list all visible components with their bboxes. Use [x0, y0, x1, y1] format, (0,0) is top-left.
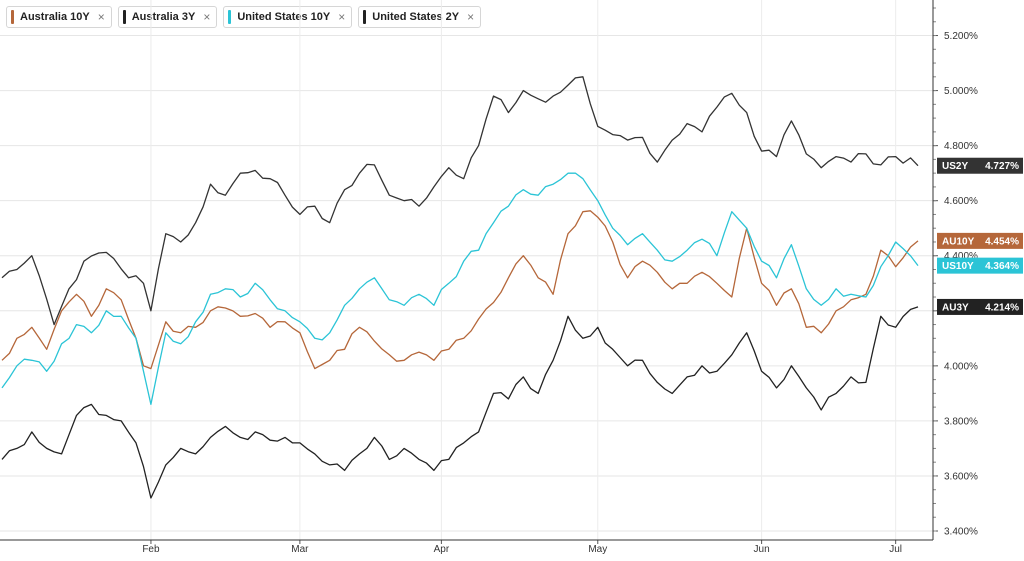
y-tick-label: 5.000% — [944, 86, 978, 97]
legend-swatch — [11, 10, 14, 24]
series-line-united-states-10y — [1, 172, 919, 406]
y-tick-label: 4.800% — [944, 141, 978, 152]
badge-series-label: AU10Y — [942, 236, 975, 247]
series-line-australia-10y — [1, 210, 919, 370]
last-value-badge-us10y — [937, 257, 1023, 274]
last-value-badge-us2y — [937, 157, 1023, 174]
badge-series-label: AU3Y — [942, 302, 969, 313]
y-tick-label: 4.600% — [944, 196, 978, 207]
series-line-united-states-2y — [1, 76, 919, 326]
legend-chip-united-states-2y[interactable]: United States 2Y × — [358, 6, 482, 28]
legend-label: Australia 3Y — [131, 11, 196, 23]
y-tick-label: 3.400% — [944, 527, 978, 538]
badge-value-label: 4.454% — [985, 236, 1019, 247]
legend-swatch — [363, 10, 367, 24]
x-tick-label: May — [588, 544, 607, 555]
last-value-badge-au10y — [937, 232, 1023, 249]
legend-label: Australia 10Y — [20, 11, 90, 23]
legend-chip-australia-10y[interactable]: Australia 10Y × — [6, 6, 112, 28]
legend-swatch — [122, 10, 126, 24]
legend-label: United States 2Y — [372, 11, 460, 23]
remove-series-icon[interactable]: × — [97, 10, 105, 24]
badge-series-label: US2Y — [942, 161, 968, 172]
legend-label: United States 10Y — [237, 11, 331, 23]
last-value-badge-au3y — [937, 298, 1023, 315]
y-tick-label: 3.600% — [944, 471, 978, 482]
badge-value-label: 4.364% — [985, 261, 1019, 272]
badge-series-label: US10Y — [942, 261, 974, 272]
badge-value-label: 4.727% — [985, 161, 1019, 172]
y-tick-label: 4.400% — [944, 251, 978, 262]
legend-chip-united-states-10y[interactable]: United States 10Y × — [223, 6, 353, 28]
remove-series-icon[interactable]: × — [203, 10, 211, 24]
x-tick-label: Mar — [291, 544, 309, 555]
badge-value-label: 4.214% — [985, 302, 1019, 313]
remove-series-icon[interactable]: × — [338, 10, 346, 24]
x-tick-label: Jun — [754, 544, 770, 555]
legend-swatch — [228, 10, 232, 24]
series-line-australia-3y — [1, 306, 919, 499]
legend: Australia 10Y × Australia 3Y × United St… — [6, 6, 482, 28]
x-tick-label: Jul — [889, 544, 902, 555]
remove-series-icon[interactable]: × — [467, 10, 475, 24]
legend-chip-australia-3y[interactable]: Australia 3Y × — [117, 6, 218, 28]
y-tick-label: 5.200% — [944, 31, 978, 42]
y-tick-label: 3.800% — [944, 416, 978, 427]
x-tick-label: Apr — [434, 544, 450, 555]
y-tick-label: 4.000% — [944, 361, 978, 372]
x-tick-label: Feb — [142, 544, 160, 555]
